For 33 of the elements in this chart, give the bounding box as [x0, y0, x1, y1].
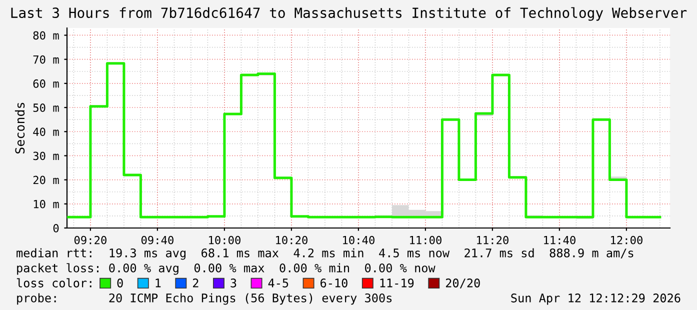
text: packet loss: 0.00 % avg 0.00 % max 0.00 % min 0.00 % now: [17, 263, 436, 275]
x-tick-label: 10:00: [209, 236, 240, 244]
legend-label: 0: [117, 278, 123, 288]
legend-label: 20/20: [446, 278, 480, 288]
legend-label: 2: [193, 278, 198, 288]
legend-label: 3: [230, 278, 236, 288]
y-axis-title: Seconds: [14, 102, 25, 154]
x-tick-label: 10:40: [343, 236, 374, 244]
x-tick-label: 09:20: [74, 236, 106, 244]
text: median rtt: 19.3 ms avg 68.1 ms max 4.2 ms min 4.5 ms now 21.7 ms sd 888.9 m am/s: [16, 248, 634, 260]
legend-label: 11-19: [380, 278, 414, 288]
y-tick-label: 30 m: [33, 152, 59, 160]
y-tick-label: 40 m: [33, 128, 59, 136]
x-tick-label: 11:00: [410, 236, 442, 244]
x-tick-label: 10:20: [276, 236, 308, 244]
legend-label: 1: [156, 278, 161, 288]
y-tick-label: 20 m: [33, 176, 59, 184]
y-tick-label: 70 m: [33, 55, 59, 64]
x-tick-label: 11:40: [544, 236, 576, 244]
y-tick-label: 0: [53, 224, 59, 232]
y-tick-label: 60 m: [33, 79, 59, 88]
text: probe: 20 ICMP Echo Pings (56 Bytes) every 300s: [17, 293, 392, 305]
y-tick-label: 80 m: [33, 31, 59, 40]
legend-title: loss color:: [16, 278, 92, 288]
x-tick-label: 12:00: [611, 236, 642, 244]
y-tick-label: 10 m: [34, 200, 59, 208]
legend-label: 4-5: [268, 278, 288, 288]
y-tick-label: 50 m: [33, 104, 59, 112]
x-tick-label: 11:20: [477, 236, 508, 244]
text: Sun Apr 12 12:12:29 2026: [511, 294, 680, 305]
x-tick-label: 09:40: [141, 236, 174, 244]
chart-title: Last 3 Hours from 7b716dc61647 to Massachusetts Institute of Technology Webserver: [11, 7, 687, 21]
legend-label: 6-10: [320, 278, 348, 288]
